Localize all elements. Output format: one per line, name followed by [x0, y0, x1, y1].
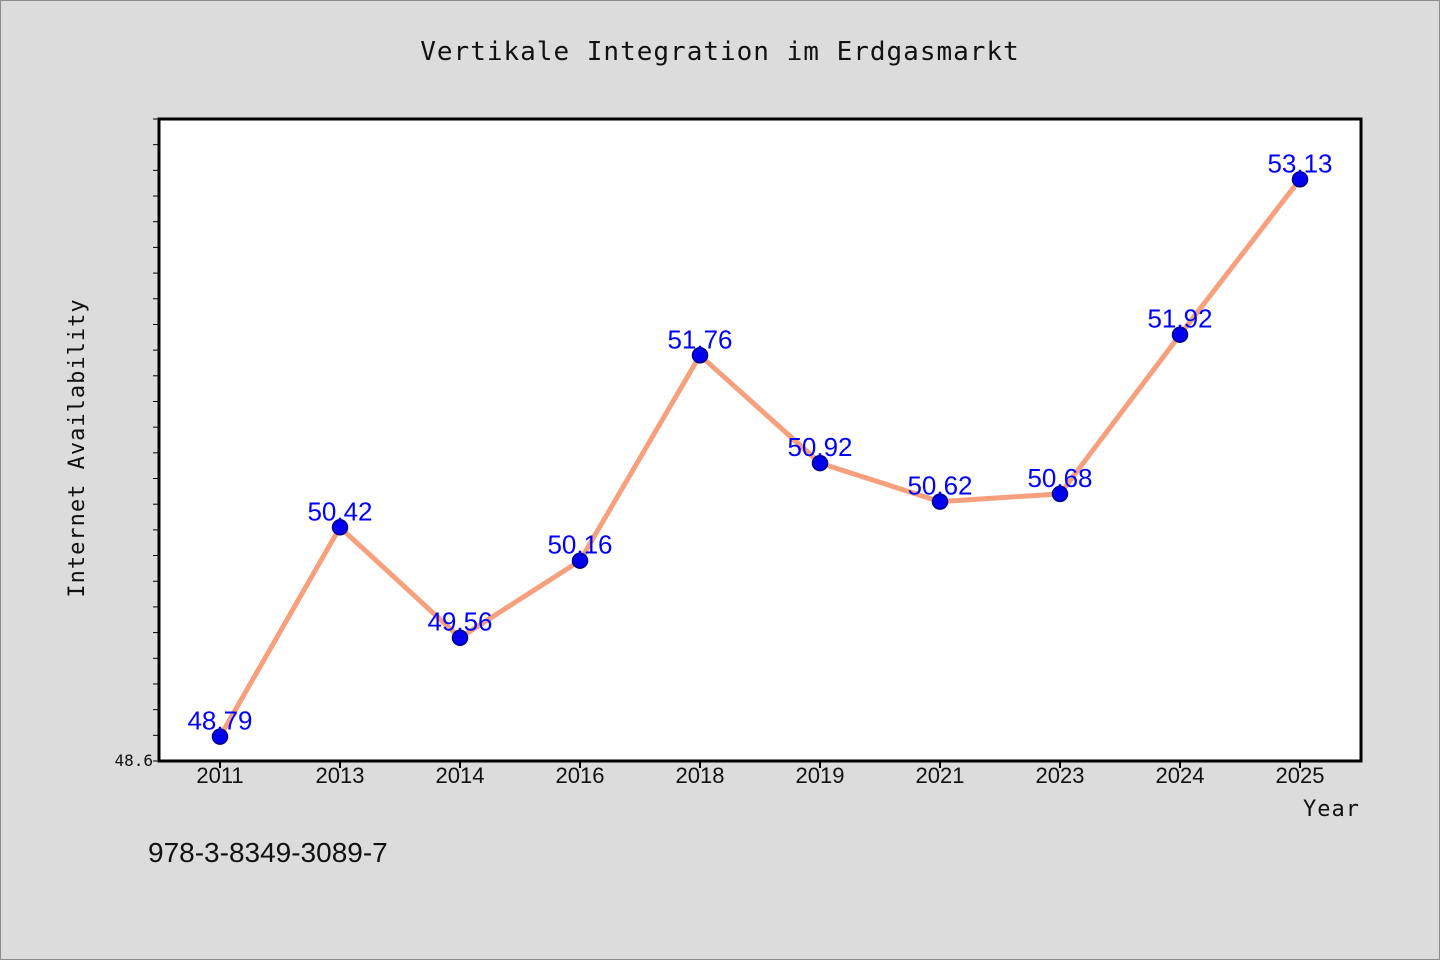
- data-point-2013: [331, 519, 349, 536]
- y-axis-label: Internet Availability: [65, 298, 90, 597]
- x-tick-label-2023: 2023: [1036, 763, 1085, 788]
- plot-area: [157, 117, 1363, 763]
- data-point-2024: [1171, 326, 1189, 343]
- x-tick-label-2019: 2019: [796, 763, 845, 788]
- series-line: [217, 176, 1303, 740]
- data-points: [211, 171, 1309, 745]
- data-point-2023: [1051, 485, 1069, 503]
- data-label-2014: 49.56: [427, 607, 492, 637]
- footer-identifier: 978-3-8349-3089-7: [148, 837, 388, 868]
- data-label-2023: 50.68: [1027, 463, 1092, 493]
- y-tick-label-min: 48.6: [114, 751, 153, 770]
- x-tick-label-2014: 2014: [436, 763, 485, 788]
- data-label-2024: 51.92: [1147, 304, 1212, 334]
- data-label-2016: 50.16: [547, 530, 612, 560]
- x-tick-labels: 2011 2013 2014 2016 2018 2019 2021 2023 2024 2025: [196, 763, 1324, 788]
- data-label-2018: 51.76: [667, 324, 732, 354]
- x-tick-label-2016: 2016: [556, 763, 605, 788]
- x-axis-label: Year: [1303, 797, 1360, 822]
- x-tick-label-2025: 2025: [1276, 763, 1325, 788]
- x-tick-label-2021: 2021: [916, 763, 965, 788]
- data-point-2011: [211, 728, 229, 745]
- chart-title: Vertikale Integration im Erdgasmarkt: [420, 37, 1020, 67]
- data-point-2019: [811, 454, 829, 472]
- x-tick-label-2018: 2018: [676, 763, 725, 788]
- data-point-2025: [1291, 171, 1309, 188]
- data-point-2018: [691, 347, 709, 364]
- data-point-2016: [571, 552, 589, 569]
- y-axis-ticks: [153, 118, 159, 762]
- x-tick-label-2024: 2024: [1156, 763, 1205, 788]
- data-label-2013: 50.42: [307, 496, 372, 526]
- data-point-2021: [931, 493, 949, 510]
- x-axis-ticks: [219, 761, 1301, 768]
- data-label-2019: 50.92: [787, 432, 852, 462]
- data-labels: 48.79 50.42 49.56 50.16 51.76 50.92 50.62 50.68…: [187, 148, 1332, 735]
- data-point-2014: [451, 629, 469, 646]
- data-label-2011: 48.79: [187, 706, 252, 736]
- x-tick-label-2011: 2011: [196, 763, 243, 788]
- data-label-2021: 50.62: [907, 471, 972, 501]
- data-label-2025: 53.13: [1267, 148, 1332, 178]
- x-tick-label-2013: 2013: [316, 763, 365, 788]
